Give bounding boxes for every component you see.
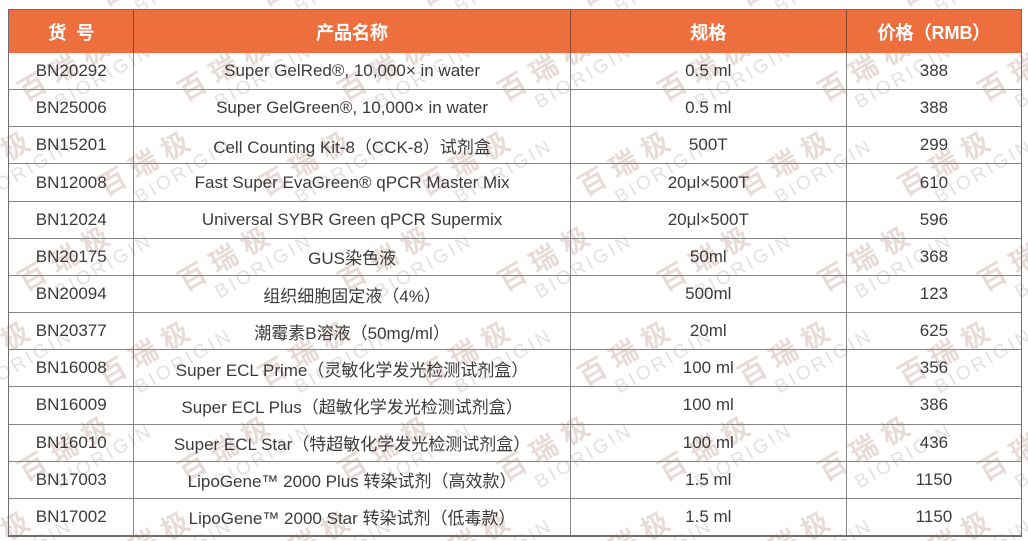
table-body: BN20292 Super GelRed®, 10,000× in water 0.… xyxy=(9,53,1021,536)
cell-specification: 0.5 ml xyxy=(571,90,847,127)
cell-specification: 0.5 ml xyxy=(571,53,847,90)
cell-specification: 20ml xyxy=(571,313,847,350)
cell-price: 123 xyxy=(919,284,949,304)
cell-specification: 20μl×500T xyxy=(571,201,847,238)
product-price-table: 货 号 产品名称 规格 价格（RMB） BN20292 Super GelRed®… xyxy=(8,9,1022,537)
cell-specification: 100 ml xyxy=(571,424,847,461)
cell-product-code: BN17002 xyxy=(9,498,135,536)
header-cell-code: 货 号 xyxy=(9,10,135,53)
cell-product-code: BN25006 xyxy=(9,90,135,127)
table-row: BN17003 LipoGene™ 2000 Plus 转染试剂（高效款） 1.5 … xyxy=(9,461,1021,499)
cell-product-code: BN16009 xyxy=(9,387,135,424)
table-row: BN17002 LipoGene™ 2000 Star 转染试剂（低毒款） 1.5 … xyxy=(9,498,1021,536)
table-row: BN20377 潮霉素B溶液（50mg/ml） 20ml 625 xyxy=(9,313,1021,351)
header-cell-name: 产品名称 xyxy=(134,10,571,53)
table-row: BN20175 GUS染色液 50ml 368 xyxy=(9,238,1021,276)
cell-product-code: BN15201 xyxy=(9,127,135,164)
cell-specification: 20μl×500T xyxy=(571,164,847,201)
table-row: BN16010 Super ECL Star（特超敏化学发光检测试剂盒） 100 m… xyxy=(9,424,1021,462)
table-header-row: 货 号 产品名称 规格 价格（RMB） xyxy=(9,10,1021,53)
cell-product-code: BN12024 xyxy=(9,201,135,238)
table-row: BN16008 Super ECL Prime（灵敏化学发光检测试剂盒） 100 m… xyxy=(9,350,1021,388)
cell-product-name: Cell Counting Kit-8（CCK-8）试剂盒 xyxy=(134,127,571,164)
cell-product-code: BN20292 xyxy=(9,53,135,90)
cell-product-code: BN20377 xyxy=(9,313,135,350)
table-row: BN20094 组织细胞固定液（4%） 500ml 123 xyxy=(9,275,1021,314)
cell-price: 610 xyxy=(919,172,949,192)
cell-specification: 500ml xyxy=(571,275,847,313)
cell-product-name: Fast Super EvaGreen® qPCR Master Mix xyxy=(134,164,571,201)
cell-specification: 100 ml xyxy=(571,387,847,424)
cell-product-name: 潮霉素B溶液（50mg/ml） xyxy=(134,313,571,350)
cell-specification: 500T xyxy=(571,127,847,164)
cell-price: 388 xyxy=(919,61,949,81)
cell-product-name: 组织细胞固定液（4%） xyxy=(134,275,571,313)
cell-specification: 1.5 ml xyxy=(571,498,847,536)
cell-product-code: BN12008 xyxy=(9,164,135,201)
cell-price: 625 xyxy=(919,321,949,341)
cell-product-code: BN20175 xyxy=(9,238,135,275)
cell-product-name: Super GelGreen®, 10,000× in water xyxy=(134,90,571,127)
cell-price: 299 xyxy=(919,135,949,155)
cell-price: 436 xyxy=(919,432,949,452)
cell-product-name: Super ECL Star（特超敏化学发光检测试剂盒） xyxy=(134,424,571,461)
table-row: BN20292 Super GelRed®, 10,000× in water 0.… xyxy=(9,53,1021,91)
table-row: BN12024 Universal SYBR Green qPCR Supermi… xyxy=(9,201,1021,239)
cell-product-name: LipoGene™ 2000 Plus 转染试剂（高效款） xyxy=(134,461,571,498)
cell-product-code: BN16010 xyxy=(9,424,135,461)
cell-product-name: GUS染色液 xyxy=(134,238,571,275)
cell-price: 596 xyxy=(919,209,949,229)
cell-product-name: LipoGene™ 2000 Star 转染试剂（低毒款） xyxy=(134,498,571,536)
table-row: BN16009 Super ECL Plus（超敏化学发光检测试剂盒） 100 ml… xyxy=(9,387,1021,425)
cell-product-name: Super GelRed®, 10,000× in water xyxy=(134,53,571,90)
header-cell-price: 价格（RMB） xyxy=(877,22,991,43)
cell-product-code: BN17003 xyxy=(9,461,135,498)
cell-price: 388 xyxy=(919,98,949,118)
cell-product-code: BN20094 xyxy=(9,275,135,313)
cell-product-name: Universal SYBR Green qPCR Supermix xyxy=(134,201,571,238)
cell-product-name: Super ECL Plus（超敏化学发光检测试剂盒） xyxy=(134,387,571,424)
cell-specification: 1.5 ml xyxy=(571,461,847,498)
cell-specification: 50ml xyxy=(571,238,847,275)
cell-price: 1150 xyxy=(915,469,953,489)
table-row: BN15201 Cell Counting Kit-8（CCK-8）试剂盒 500T… xyxy=(9,127,1021,165)
header-cell-spec: 规格 xyxy=(571,10,847,53)
cell-price: 386 xyxy=(919,395,949,415)
cell-price: 368 xyxy=(919,246,949,266)
cell-price: 356 xyxy=(919,358,949,378)
cell-specification: 100 ml xyxy=(571,350,847,387)
cell-product-name: Super ECL Prime（灵敏化学发光检测试剂盒） xyxy=(134,350,571,387)
cell-price: 1150 xyxy=(915,506,953,526)
table-row: BN12008 Fast Super EvaGreen® qPCR Master … xyxy=(9,164,1021,202)
cell-product-code: BN16008 xyxy=(9,350,135,387)
table-row: BN25006 Super GelGreen®, 10,000× in water… xyxy=(9,90,1021,128)
